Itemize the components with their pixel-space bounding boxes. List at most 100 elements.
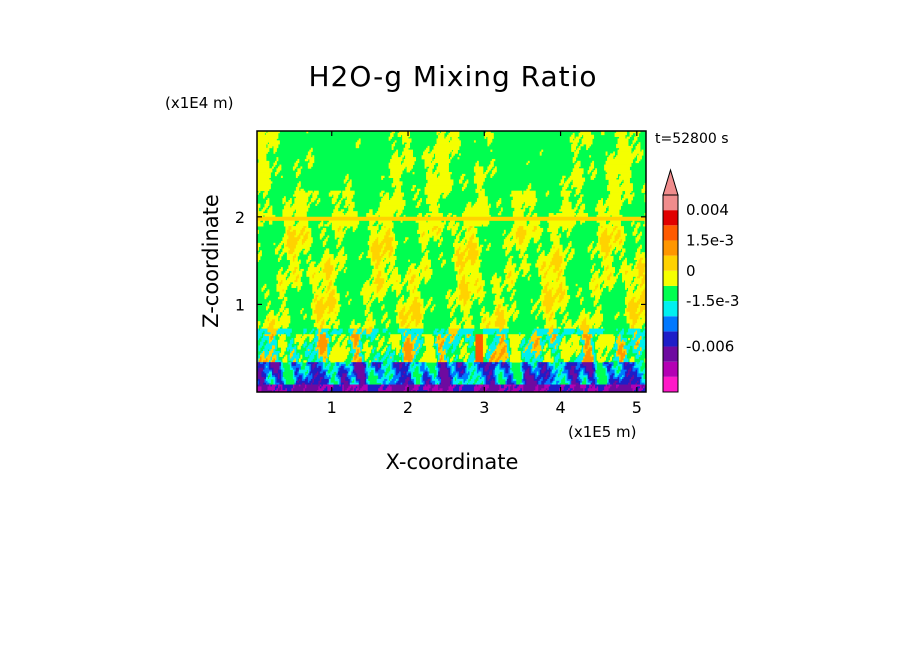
heatmap-cell	[616, 313, 620, 316]
heatmap-cell	[361, 330, 364, 333]
heatmap-cell	[295, 211, 307, 214]
heatmap-cell	[637, 250, 641, 253]
heatmap-cell	[575, 367, 580, 371]
heatmap-cell	[563, 365, 566, 369]
heatmap-cell	[638, 246, 642, 249]
heatmap-cell	[610, 192, 623, 195]
heatmap-cell	[318, 343, 328, 346]
heatmap-cell	[556, 213, 577, 216]
heatmap-cell	[478, 364, 487, 367]
heatmap-cell	[267, 211, 273, 214]
heatmap-cell	[488, 324, 496, 328]
heatmap-cell	[494, 306, 499, 309]
heatmap-cell	[328, 282, 333, 285]
heatmap-cell	[469, 282, 476, 285]
heatmap-cell	[461, 239, 466, 242]
heatmap-cell	[354, 341, 358, 344]
heatmap-cell	[521, 365, 532, 369]
heatmap-cell	[458, 343, 463, 346]
heatmap-cell	[560, 272, 565, 275]
heatmap-cell	[381, 337, 385, 341]
heatmap-cell	[376, 261, 381, 264]
heatmap-cell	[487, 246, 490, 249]
heatmap-cell	[270, 362, 280, 365]
heatmap-cell	[322, 332, 327, 335]
heatmap-cell	[372, 362, 375, 365]
heatmap-cell	[339, 375, 343, 378]
heatmap-cell	[445, 332, 449, 335]
heatmap-cell	[408, 326, 424, 330]
heatmap-cell	[626, 306, 629, 309]
heatmap-cell	[438, 375, 440, 378]
heatmap-cell	[313, 298, 318, 302]
heatmap-cell	[608, 181, 621, 184]
heatmap-cell	[376, 347, 381, 350]
heatmap-cell	[337, 239, 343, 242]
heatmap-cell	[578, 211, 584, 214]
heatmap-cell	[625, 309, 627, 313]
heatmap-cell	[569, 240, 572, 244]
heatmap-cell	[292, 257, 295, 261]
heatmap-cell	[542, 276, 547, 279]
heatmap-cell	[403, 352, 406, 356]
heatmap-cell	[399, 131, 410, 134]
heatmap-cell	[496, 309, 500, 313]
heatmap-cell	[331, 337, 336, 341]
heatmap-cell	[562, 268, 565, 272]
heatmap-cell	[455, 289, 461, 292]
heatmap-cell	[378, 265, 387, 268]
heatmap-cell	[427, 371, 430, 374]
heatmap-cell	[637, 321, 645, 324]
heatmap-cell	[366, 328, 373, 331]
heatmap-cell	[565, 248, 569, 251]
heatmap-cell	[384, 313, 388, 316]
heatmap-cell	[535, 229, 544, 233]
heatmap-cell	[309, 354, 315, 357]
heatmap-cell	[562, 287, 569, 290]
heatmap-cell	[640, 231, 642, 234]
heatmap-cell	[605, 199, 624, 203]
heatmap-cell	[403, 214, 406, 218]
heatmap-cell	[542, 315, 551, 318]
heatmap-cell	[337, 319, 340, 322]
heatmap-cell	[560, 341, 566, 344]
heatmap-cell	[580, 131, 592, 134]
heatmap-cell	[327, 222, 331, 225]
heatmap-cell	[551, 306, 560, 309]
heatmap-cell	[572, 181, 584, 184]
heatmap-cell	[403, 358, 413, 361]
heatmap-cell	[411, 334, 418, 337]
heatmap-cell	[535, 352, 541, 356]
heatmap-cell	[637, 309, 641, 313]
heatmap-cell	[602, 259, 614, 262]
heatmap-cell	[412, 302, 421, 305]
heatmap-cell	[343, 179, 348, 182]
heatmap-cell	[322, 278, 327, 281]
heatmap-cell	[360, 254, 363, 257]
heatmap-cell	[258, 356, 261, 359]
heatmap-cell	[283, 233, 288, 236]
heatmap-cell	[313, 377, 316, 380]
heatmap-cell	[439, 132, 445, 136]
heatmap-cell	[411, 352, 416, 356]
heatmap-cell	[580, 313, 590, 316]
heatmap-cell	[384, 235, 390, 238]
heatmap-cell	[378, 242, 381, 246]
heatmap-cell	[295, 268, 300, 272]
heatmap-cell	[538, 365, 544, 369]
heatmap-cell	[384, 226, 387, 229]
heatmap-cell	[426, 250, 430, 253]
heatmap-cell	[436, 168, 449, 171]
heatmap-cell	[628, 371, 630, 374]
heatmap-cell	[421, 334, 433, 337]
heatmap-cell	[405, 341, 411, 344]
heatmap-cell	[640, 276, 644, 279]
heatmap-cell	[622, 364, 624, 367]
heatmap-cell	[310, 306, 316, 309]
heatmap-cell	[635, 145, 641, 149]
heatmap-cell	[318, 295, 330, 298]
heatmap-cell	[614, 235, 621, 238]
heatmap-cell	[563, 250, 569, 253]
heatmap-cell	[303, 317, 306, 320]
heatmap-cell	[518, 268, 521, 272]
